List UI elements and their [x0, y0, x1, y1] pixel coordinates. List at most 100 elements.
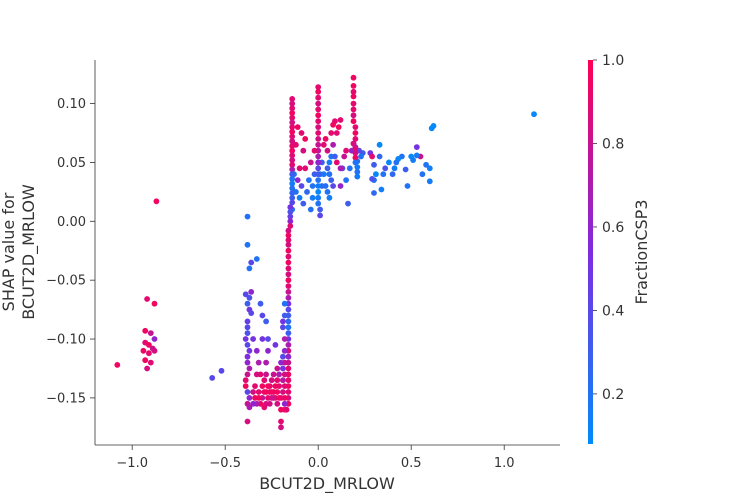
data-point — [253, 347, 260, 354]
data-point — [315, 159, 322, 166]
data-point — [326, 171, 333, 178]
data-point — [257, 300, 264, 307]
data-point — [307, 206, 314, 213]
data-point — [153, 198, 160, 205]
data-point — [244, 353, 251, 360]
data-point — [244, 418, 251, 425]
data-point — [114, 362, 121, 368]
data-point — [263, 371, 269, 378]
data-point — [315, 94, 322, 101]
data-point — [352, 124, 359, 130]
data-point — [350, 118, 357, 125]
data-point — [430, 123, 437, 129]
points-layer — [114, 74, 537, 431]
data-point — [289, 110, 296, 116]
data-point — [144, 365, 151, 372]
data-point — [337, 117, 344, 123]
data-point — [218, 367, 225, 374]
data-point — [315, 153, 322, 160]
data-point — [300, 147, 307, 154]
data-point — [281, 300, 288, 307]
data-point — [246, 365, 253, 372]
data-point — [246, 395, 253, 401]
data-point — [404, 183, 411, 189]
x-tick-label: 0.5 — [401, 456, 422, 471]
data-point — [265, 395, 271, 401]
data-point — [315, 194, 322, 201]
data-point — [315, 136, 322, 142]
data-point — [250, 336, 256, 342]
data-point — [315, 106, 322, 113]
data-point — [263, 359, 269, 366]
y-axis-label: SHAP value for BCUT2D_MRLOW — [0, 184, 39, 320]
data-point — [252, 395, 258, 401]
y-ticks: 0.10 0.05 0.00 −0.05 −0.10 −0.15 — [46, 97, 95, 406]
data-point — [274, 365, 281, 372]
data-point — [296, 165, 303, 172]
data-point — [315, 189, 322, 195]
data-point — [371, 161, 377, 168]
data-point — [253, 256, 260, 262]
data-point — [246, 294, 253, 301]
data-point — [333, 130, 340, 136]
data-point — [315, 88, 322, 95]
data-point — [289, 194, 296, 201]
data-point — [285, 289, 292, 295]
data-point — [289, 166, 296, 173]
data-point — [289, 133, 296, 140]
data-point — [315, 141, 322, 148]
data-point — [289, 114, 296, 121]
data-point — [354, 173, 361, 180]
data-point — [330, 141, 336, 148]
data-point — [285, 283, 292, 289]
data-point — [369, 153, 375, 160]
data-point — [289, 180, 296, 187]
data-point — [330, 121, 336, 128]
data-point — [285, 353, 292, 360]
data-point — [531, 111, 537, 118]
data-point — [315, 124, 322, 130]
data-point — [261, 404, 268, 411]
data-point — [287, 223, 294, 229]
data-point — [289, 119, 296, 126]
data-point — [287, 209, 294, 215]
data-point — [261, 377, 268, 384]
data-point — [289, 143, 296, 149]
data-point — [378, 186, 385, 193]
data-point — [350, 112, 357, 119]
data-point — [270, 371, 277, 378]
data-point — [259, 383, 266, 389]
data-point — [410, 157, 416, 164]
data-point — [350, 74, 357, 81]
data-point — [350, 93, 357, 100]
data-point — [287, 218, 294, 225]
data-point — [337, 165, 344, 172]
data-point — [244, 371, 251, 378]
data-point — [289, 199, 296, 206]
data-point — [278, 359, 284, 366]
data-point — [289, 147, 296, 154]
data-point — [376, 153, 383, 160]
data-point — [280, 353, 286, 360]
data-point — [244, 359, 251, 366]
data-point — [147, 330, 154, 336]
data-point — [304, 189, 310, 195]
x-axis-label: BCUT2D_MRLOW — [259, 474, 395, 494]
data-point — [146, 350, 152, 357]
data-point — [315, 130, 322, 136]
x-tick-label: −0.5 — [209, 456, 241, 471]
data-point — [244, 241, 251, 248]
data-point — [285, 365, 292, 372]
data-point — [285, 253, 292, 260]
data-point — [352, 154, 359, 161]
data-point — [147, 359, 154, 366]
data-point — [244, 324, 251, 331]
data-point — [294, 177, 301, 184]
data-point — [289, 105, 296, 112]
data-point — [306, 177, 312, 184]
data-point — [285, 259, 292, 266]
data-point — [281, 347, 288, 354]
data-point — [142, 327, 149, 334]
data-point — [333, 159, 340, 166]
data-point — [315, 118, 322, 125]
